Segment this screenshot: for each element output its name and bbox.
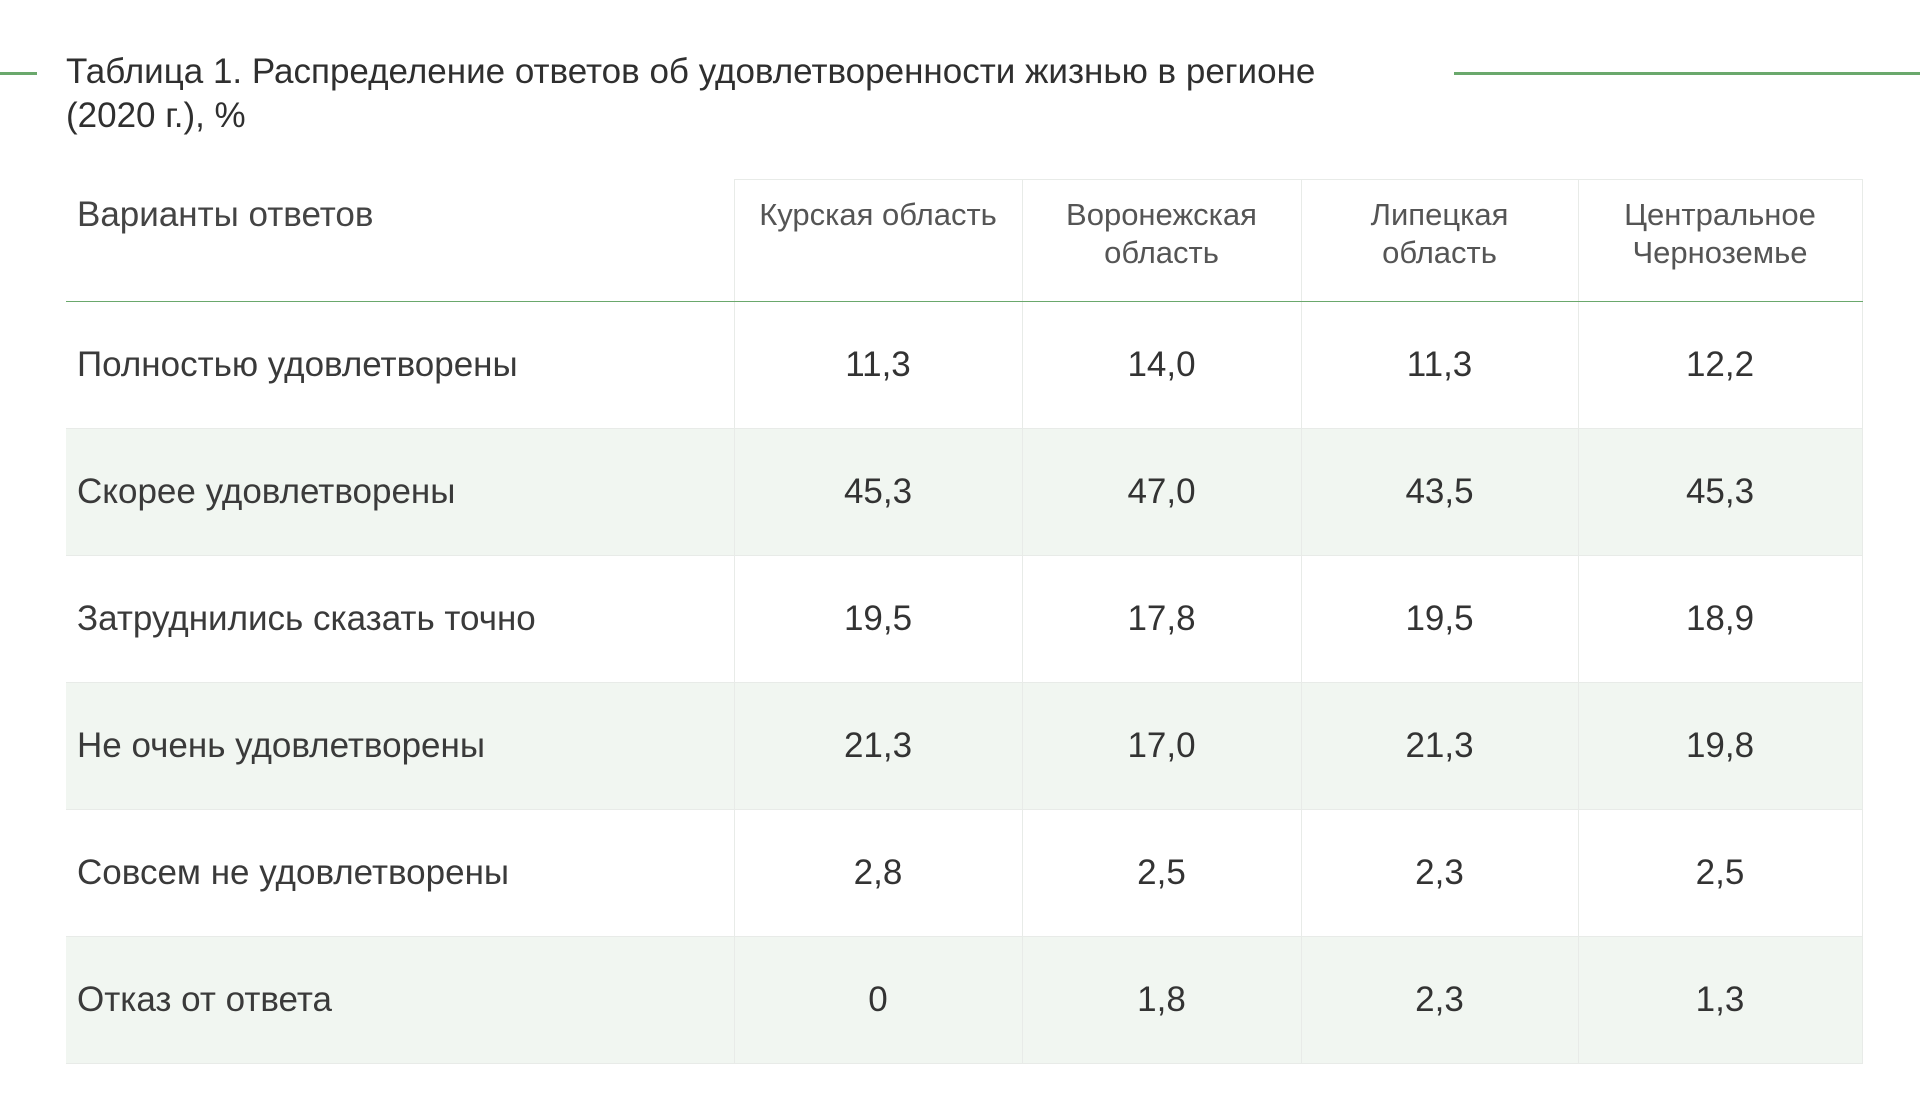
cell-value: 21,3 xyxy=(733,682,1022,810)
cell-value: 17,8 xyxy=(1021,555,1301,683)
cell-value: 1,3 xyxy=(1577,936,1863,1064)
decorative-rule-right xyxy=(1454,72,1920,75)
header-central-chernozem: Центральное Черноземье xyxy=(1577,179,1863,302)
cell-value: 19,8 xyxy=(1577,682,1863,810)
cell-value: 45,3 xyxy=(733,428,1022,556)
cell-value: 17,0 xyxy=(1021,682,1301,810)
cell-value: 43,5 xyxy=(1300,428,1578,556)
cell-value: 0 xyxy=(733,936,1022,1064)
table-row: Полностью удовлетворены 11,3 14,0 11,3 1… xyxy=(66,301,1863,429)
cell-value: 12,2 xyxy=(1577,301,1863,429)
cell-value: 47,0 xyxy=(1021,428,1301,556)
cell-value: 11,3 xyxy=(733,301,1022,429)
table-row: Не очень удовлетворены 21,3 17,0 21,3 19… xyxy=(66,682,1863,810)
row-label: Скорее удовлетворены xyxy=(66,428,734,556)
cell-value: 19,5 xyxy=(733,555,1022,683)
row-label: Полностью удовлетворены xyxy=(66,301,734,429)
satisfaction-table: Варианты ответов Курская область Воронеж… xyxy=(66,179,1863,1064)
row-label: Затруднились сказать точно xyxy=(66,555,734,683)
cell-value: 14,0 xyxy=(1021,301,1301,429)
cell-value: 18,9 xyxy=(1577,555,1863,683)
row-label: Отказ от ответа xyxy=(66,936,734,1064)
cell-value: 19,5 xyxy=(1300,555,1578,683)
decorative-rule-left xyxy=(0,72,37,75)
cell-value: 2,8 xyxy=(733,809,1022,937)
table-caption: Таблица 1. Распределение ответов об удов… xyxy=(66,52,1316,135)
cell-value: 1,8 xyxy=(1021,936,1301,1064)
cell-value: 2,5 xyxy=(1021,809,1301,937)
table-row: Скорее удовлетворены 45,3 47,0 43,5 45,3 xyxy=(66,428,1863,556)
row-label: Не очень удовлетворены xyxy=(66,682,734,810)
cell-value: 2,3 xyxy=(1300,936,1578,1064)
table-row: Совсем не удовлетворены 2,8 2,5 2,3 2,5 xyxy=(66,809,1863,937)
header-lipetsk-region: Липецкая область xyxy=(1300,179,1578,302)
row-label: Совсем не удовлетворены xyxy=(66,809,734,937)
header-voronezh-region: Воронежская область xyxy=(1021,179,1301,302)
header-kursk-region: Курская область xyxy=(733,179,1022,302)
cell-value: 2,5 xyxy=(1577,809,1863,937)
table-header-row: Варианты ответов Курская область Воронеж… xyxy=(66,179,1863,302)
cell-value: 2,3 xyxy=(1300,809,1578,937)
cell-value: 45,3 xyxy=(1577,428,1863,556)
cell-value: 11,3 xyxy=(1300,301,1578,429)
table-row: Затруднились сказать точно 19,5 17,8 19,… xyxy=(66,555,1863,683)
table-row: Отказ от ответа 0 1,8 2,3 1,3 xyxy=(66,936,1863,1064)
cell-value: 21,3 xyxy=(1300,682,1578,810)
header-answer-options: Варианты ответов xyxy=(66,179,734,302)
